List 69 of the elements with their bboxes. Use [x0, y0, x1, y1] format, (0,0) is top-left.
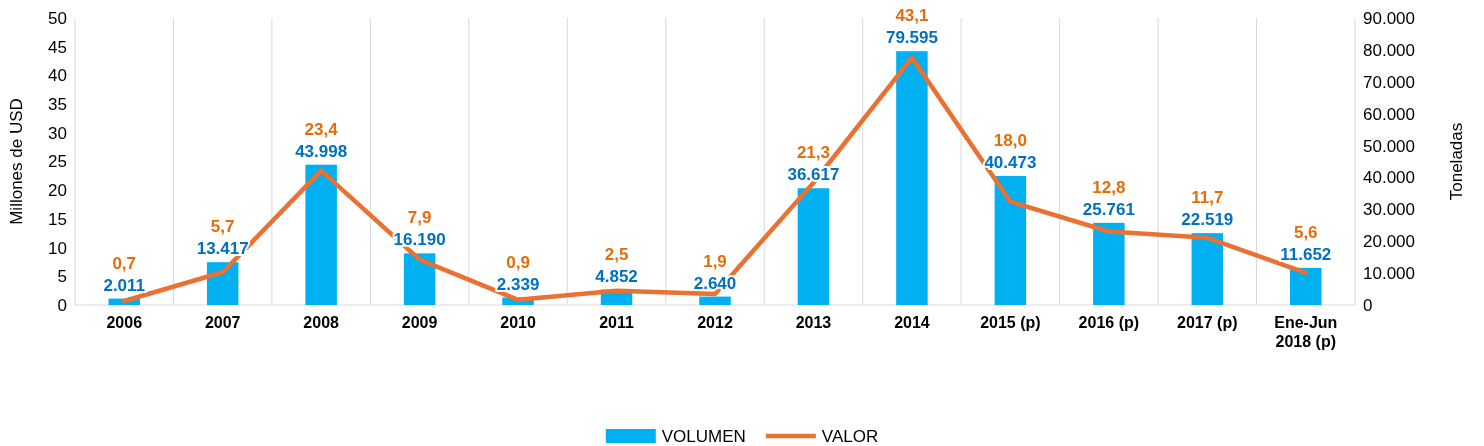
bar — [1093, 222, 1125, 305]
y-tick-label: 25 — [48, 152, 67, 172]
data-label: 43.998 — [295, 141, 348, 161]
bar — [994, 175, 1027, 305]
y-tick-label: 50 — [48, 8, 67, 28]
x-tick-label: 2017 (p) — [1177, 314, 1238, 332]
bar — [1191, 233, 1224, 305]
y2-tick-label: 0 — [1363, 295, 1373, 315]
y-tick-label: 15 — [48, 209, 67, 229]
data-label: 4.852 — [595, 266, 638, 286]
legend-label: VALOR — [821, 427, 879, 446]
y2-tick-label: 60.000 — [1363, 104, 1415, 124]
x-tick-label: 2007 — [204, 314, 241, 332]
x-tick-label: 2010 — [500, 314, 536, 332]
bar — [1290, 267, 1322, 305]
data-label: 7,9 — [407, 208, 432, 228]
y2-tick-label: 50.000 — [1363, 136, 1415, 156]
data-label: 23,4 — [304, 119, 339, 139]
y-tick-label: 30 — [48, 123, 67, 143]
y2-tick-label: 10.000 — [1363, 264, 1415, 284]
y2-tick-label: 30.000 — [1363, 200, 1415, 220]
x-tick-label: 2006 — [106, 314, 143, 332]
y-tick-label: 45 — [48, 37, 67, 57]
bar — [797, 188, 830, 305]
y-tick-label: 10 — [48, 238, 67, 258]
x-tick-label: Ene-Jun 2018 (p) — [1274, 314, 1338, 350]
data-label: 21,3 — [796, 143, 831, 163]
y2-tick-label: 80.000 — [1363, 40, 1415, 60]
data-label: 79.595 — [885, 28, 938, 48]
data-label: 5,6 — [1293, 222, 1318, 242]
bar — [896, 51, 928, 305]
y2-tick-label: 70.000 — [1363, 72, 1415, 92]
y-tick-label: 5 — [57, 267, 67, 287]
data-label: 12,8 — [1092, 177, 1126, 197]
x-tick-label: 2016 (p) — [1078, 314, 1140, 332]
bar — [403, 253, 436, 305]
y-tick-label: 0 — [57, 295, 67, 315]
x-tick-label: 2013 — [795, 314, 832, 332]
x-tick-label: 2011 — [599, 314, 634, 332]
x-tick-label: 2015 (p) — [980, 314, 1041, 332]
y-tick-label: 40 — [48, 66, 67, 86]
data-label: 5,7 — [210, 217, 235, 237]
data-label: 2,5 — [604, 244, 629, 264]
data-label: 11,7 — [1191, 188, 1224, 208]
data-label: 0,7 — [112, 253, 137, 273]
y-tick-label: 20 — [48, 181, 67, 201]
y2-tick-label: 90.000 — [1363, 8, 1415, 28]
data-label: 43,1 — [895, 6, 929, 26]
y-axis-title: Millones de USD — [7, 98, 26, 225]
bar — [305, 164, 337, 305]
x-tick-label: 2009 — [401, 314, 438, 332]
data-label: 2.339 — [496, 274, 540, 294]
legend-label: VOLUMEN — [661, 427, 746, 446]
x-tick-label: 2014 — [894, 314, 930, 332]
data-label: 22.519 — [1181, 210, 1234, 230]
y2-axis-title: Toneladas — [1447, 122, 1466, 201]
data-label: 2.011 — [103, 275, 146, 295]
bar — [699, 296, 731, 305]
y-tick-label: 35 — [48, 95, 67, 115]
data-label: 1,9 — [703, 251, 727, 271]
data-label: 25.761 — [1082, 199, 1135, 219]
y2-tick-label: 20.000 — [1363, 232, 1415, 252]
x-tick-label: 2012 — [697, 314, 733, 332]
y2-tick-label: 40.000 — [1363, 168, 1415, 188]
data-label: 0,9 — [506, 252, 530, 272]
data-label: 11.652 — [1280, 244, 1332, 264]
data-label: 40.473 — [984, 152, 1037, 172]
x-tick-label: 2008 — [303, 314, 340, 332]
data-label: 18,0 — [993, 130, 1027, 150]
